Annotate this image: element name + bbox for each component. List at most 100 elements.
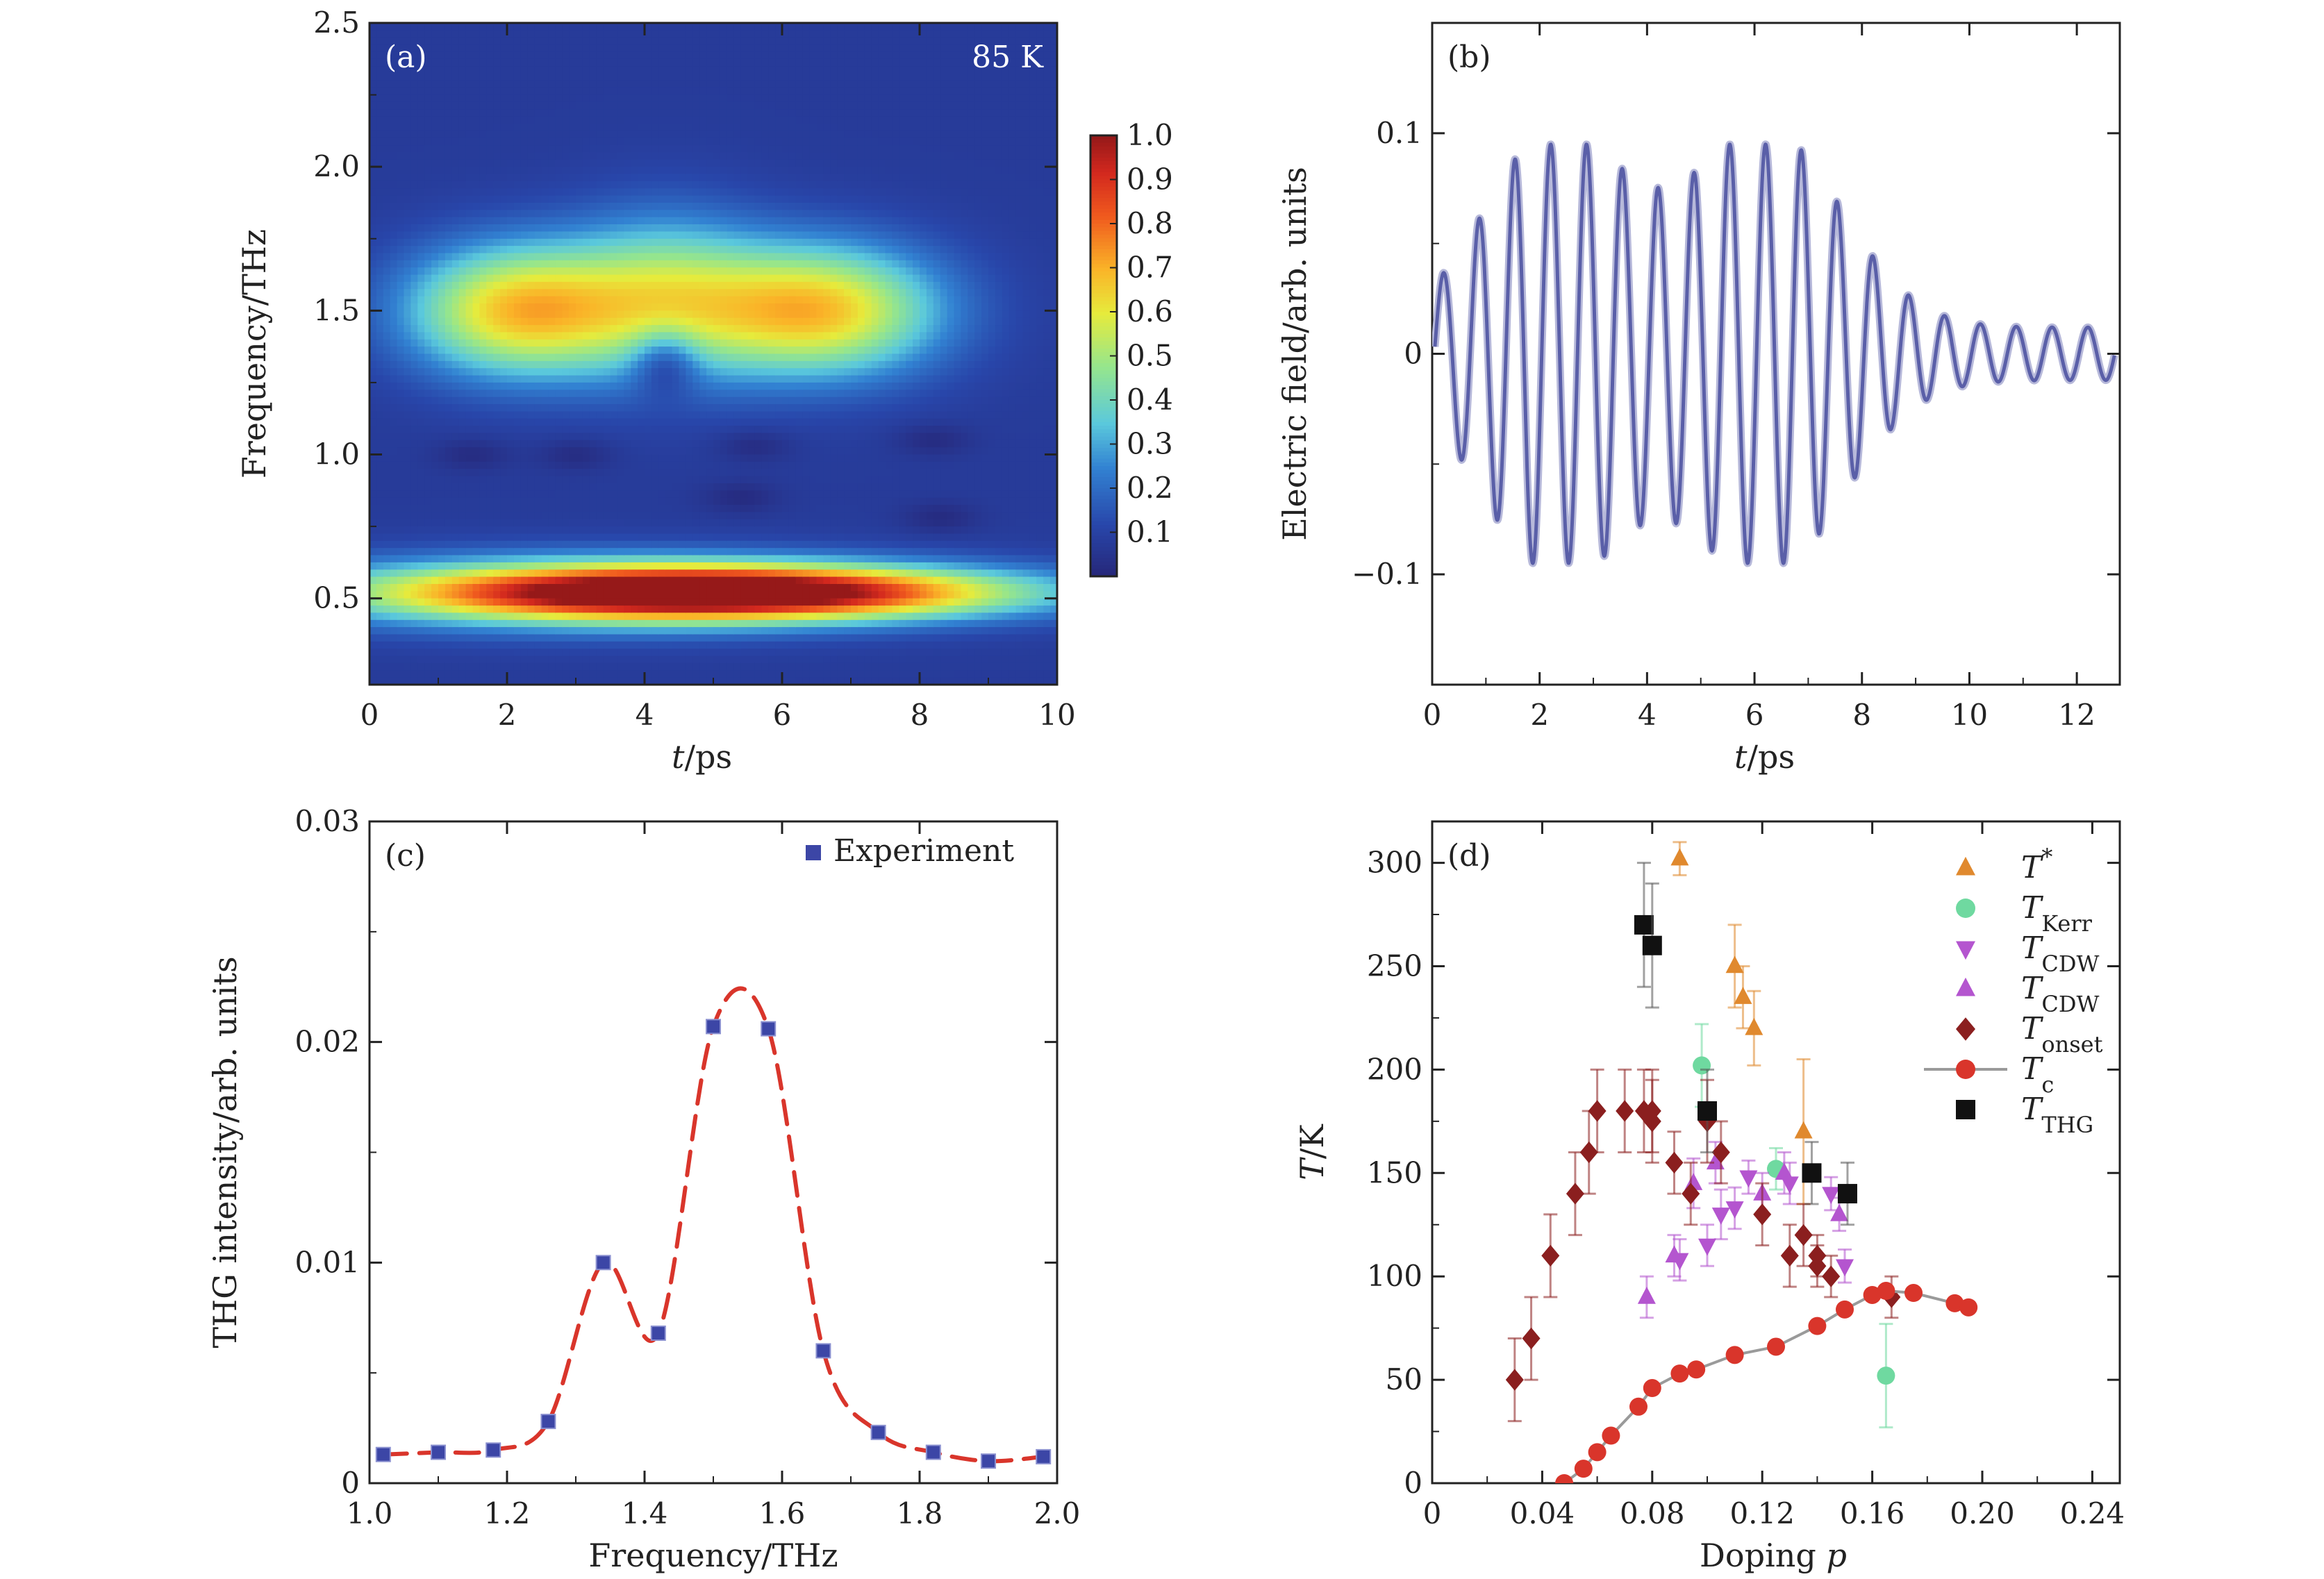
heatmap-cell [438,411,446,419]
heatmap-cell [589,490,597,499]
heatmap-cell [534,260,542,268]
heatmap-cell [631,598,638,606]
heatmap-cell [617,555,625,563]
heatmap-cell [610,224,618,233]
heatmap-cell [624,382,631,391]
heatmap-cell [638,289,645,297]
heatmap-cell [610,526,618,535]
heatmap-cell [651,167,659,175]
heatmap-cell [424,497,432,506]
heatmap-cell [569,131,576,139]
heatmap-cell [445,382,453,391]
heatmap-cell [397,540,405,549]
heatmap-cell [390,246,398,254]
heatmap-cell [527,131,536,139]
heatmap-cell [645,418,652,426]
heatmap-cell [390,181,398,190]
heatmap-cell [631,332,638,340]
heatmap-cell [679,649,687,657]
heatmap-cell [520,411,529,419]
heatmap-cell [404,411,412,419]
heatmap-cell [589,476,597,484]
heatmap-cell [370,325,377,333]
heatmap-cell [686,203,694,211]
heatmap-cell [582,440,590,448]
heatmap-cell [513,51,522,60]
heatmap-cell [465,404,474,412]
heatmap-cell [727,454,735,462]
heatmap-cell [472,289,481,297]
heatmap-cell [699,58,707,67]
heatmap-cell [486,246,494,254]
heatmap-cell [727,505,735,513]
heatmap-cell [417,404,425,412]
heatmap-cell [417,483,425,492]
heatmap-cell [555,512,563,520]
heatmap-cell [740,30,749,38]
heatmap-cell [431,612,439,621]
heatmap-cell [451,548,460,556]
heatmap-cell [727,411,735,419]
heatmap-cell [438,44,446,53]
heatmap-cell [686,649,694,657]
heatmap-cell [472,619,481,628]
heatmap-cell [679,281,687,290]
heatmap-cell [534,51,542,60]
heatmap-cell [555,80,563,89]
heatmap-cell [424,66,432,74]
heatmap-cell [438,310,446,319]
heatmap-cell [720,87,728,96]
heatmap-cell [541,37,549,45]
heatmap-cell [424,174,432,182]
heatmap-cell [465,303,474,312]
heatmap-cell [417,390,425,398]
heatmap-cell [713,317,721,326]
heatmap-cell [692,382,700,391]
heatmap-cell [438,203,446,211]
heatmap-cell [562,131,570,139]
heatmap-cell [631,137,638,146]
heatmap-cell [534,124,542,132]
heatmap-cell [651,619,659,628]
heatmap-cell [451,325,460,333]
heatmap-cell [658,411,666,419]
heatmap-cell [479,116,488,124]
heatmap-cell [486,483,494,492]
heatmap-cell [679,51,687,60]
heatmap-cell [686,217,694,225]
heatmap-cell [404,58,412,67]
heatmap-cell [672,274,680,283]
heatmap-cell [445,404,453,412]
heatmap-cell [638,37,645,45]
heatmap-cell [555,203,563,211]
heatmap-cell [410,289,419,297]
heatmap-cell [465,662,474,671]
heatmap-cell [445,37,453,45]
heatmap-cell [397,73,405,81]
heatmap-cell [679,44,687,53]
heatmap-cell [445,346,453,355]
heatmap-cell [445,317,453,326]
heatmap-cell [692,469,700,477]
heatmap-cell [541,339,549,347]
heatmap-cell [720,411,728,419]
heatmap-cell [665,174,673,182]
heatmap-cell [404,23,412,31]
heatmap-cell [370,677,377,685]
heatmap-cell [513,396,522,405]
heatmap-cell [658,382,666,391]
heatmap-cell [624,116,631,124]
heatmap-cell [500,396,508,405]
heatmap-cell [507,641,515,649]
heatmap-cell [520,224,529,233]
heatmap-cell [376,131,384,139]
heatmap-cell [534,353,542,362]
heatmap-cell [672,51,680,60]
heatmap-cell [534,310,542,319]
heatmap-cell [534,317,542,326]
heatmap-cell [665,325,673,333]
heatmap-cell [720,203,728,211]
heatmap-cell [410,101,419,110]
heatmap-cell [424,231,432,240]
heatmap-cell [686,584,694,592]
